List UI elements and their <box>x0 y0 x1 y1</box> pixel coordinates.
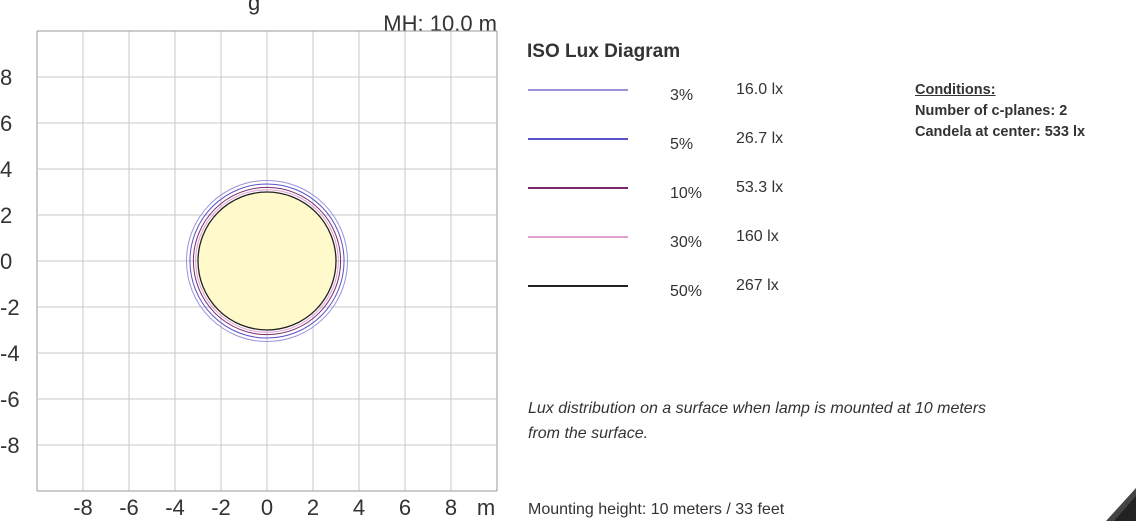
legend-percent: 3% <box>670 87 694 104</box>
candela-text: Candela at center: 533 lx <box>915 124 1086 140</box>
y-tick-label: 0 <box>0 249 12 274</box>
x-tick-label: -4 <box>165 495 185 520</box>
x-tick-label: -6 <box>119 495 139 520</box>
chart-title-partial: g <box>248 0 260 15</box>
x-tick-label: -8 <box>73 495 93 520</box>
x-tick-label: 0 <box>261 495 273 520</box>
legend-item: 5% 26.7 lx <box>528 130 828 168</box>
contour-5pct <box>189 183 345 339</box>
x-tick-labels: -8 -6 -4 -2 0 2 4 6 8 <box>73 495 457 520</box>
contour-10pct <box>192 186 342 336</box>
y-tick-label: -8 <box>0 433 20 458</box>
legend-swatch <box>528 89 628 91</box>
conditions-title: Conditions: <box>915 82 996 98</box>
c-planes-text: Number of c-planes: 2 <box>915 103 1068 119</box>
x-tick-label: 8 <box>445 495 457 520</box>
legend-swatch <box>528 138 628 140</box>
legend-swatch <box>528 187 628 189</box>
legend-percent: 10% <box>670 185 703 202</box>
legend-lux: 16.0 lx <box>736 81 784 98</box>
legend-percent: 50% <box>670 283 703 300</box>
legend-percent: 5% <box>670 136 694 153</box>
y-tick-label: -2 <box>0 295 20 320</box>
y-tick-label: 6 <box>0 111 12 136</box>
legend-lux: 26.7 lx <box>736 130 784 147</box>
y-tick-label: 4 <box>0 157 12 182</box>
legend-swatch <box>528 236 628 238</box>
x-tick-label: -2 <box>211 495 231 520</box>
x-tick-label: 4 <box>353 495 365 520</box>
x-tick-label: 6 <box>399 495 411 520</box>
legend-percent: 30% <box>670 234 703 251</box>
legend-item: 30% 160 lx <box>528 228 828 266</box>
legend-swatch <box>528 285 628 287</box>
y-tick-label: -6 <box>0 387 20 412</box>
x-tick-label: 2 <box>307 495 319 520</box>
legend-lux: 53.3 lx <box>736 179 784 196</box>
brand-logo-icon <box>1106 488 1136 521</box>
contour-3pct <box>186 180 348 342</box>
y-tick-label: -4 <box>0 341 20 366</box>
y-tick-labels: 8 6 4 2 0 -2 -4 -6 -8 <box>0 65 20 458</box>
contour-30pct <box>195 189 339 333</box>
conditions-panel: Conditions: Number of c-planes: 2 Candel… <box>915 80 1085 143</box>
legend-item: 50% 267 lx <box>528 277 828 315</box>
legend-title: ISO Lux Diagram <box>527 41 681 62</box>
iso-lux-chart: g MH: 10.0 m -8 -6 -4 -2 0 2 4 6 8 86420-2-4-6-8… <box>0 0 498 520</box>
distribution-note: Lux distribution on a surface when lamp … <box>528 400 987 442</box>
contour-group <box>186 180 348 342</box>
y-tick-label: 2 <box>0 203 12 228</box>
legend-item: 10% 53.3 lx <box>528 179 828 217</box>
x-unit-label: m <box>477 495 495 520</box>
legend-lux: 267 lx <box>736 277 779 294</box>
contour-50pct <box>197 191 337 331</box>
legend-item: 3% 16.0 lx <box>528 81 828 119</box>
mounting-height-label: MH: 10.0 m <box>383 11 497 36</box>
y-tick-label: 8 <box>0 65 12 90</box>
legend-lux: 160 lx <box>736 228 779 245</box>
mounting-height-text: Mounting height: 10 meters / 33 feet <box>528 501 785 518</box>
contour-fill <box>198 192 336 330</box>
